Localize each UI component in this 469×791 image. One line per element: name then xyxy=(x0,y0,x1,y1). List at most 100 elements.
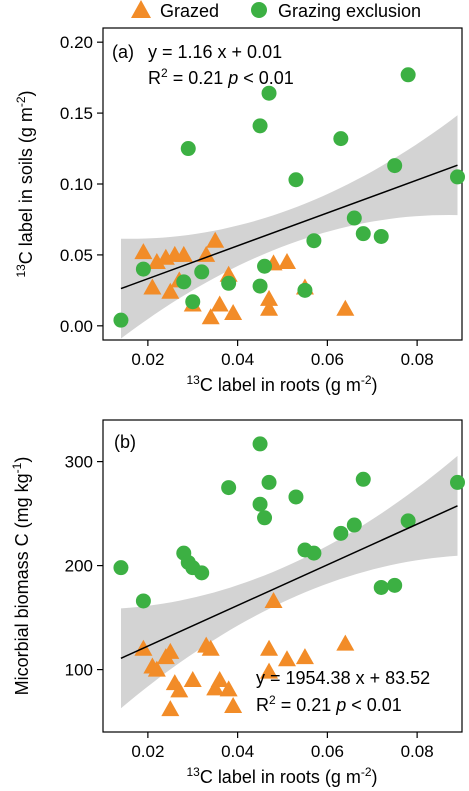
x-ticks-a: 0.02 0.04 0.06 0.08 xyxy=(131,340,434,369)
legend-grazed-label: Grazed xyxy=(160,1,219,21)
exclusion-point xyxy=(288,172,304,188)
y-tick-label: 0.05 xyxy=(60,246,93,265)
grazed-point xyxy=(210,671,229,687)
panel-label-b: (b) xyxy=(114,432,136,452)
x-axis-label-a: 13C label in roots (g m-2) xyxy=(186,373,377,395)
grazed-point xyxy=(161,700,180,717)
exclusion-point xyxy=(135,593,151,609)
grazed-point xyxy=(224,304,243,321)
exclusion-point xyxy=(135,261,151,277)
r2-a: R2 = 0.21 p < 0.01 xyxy=(148,66,294,88)
exclusion-point xyxy=(450,474,466,490)
y-tick-label: 0.00 xyxy=(60,317,93,336)
y-tick-label: 0.15 xyxy=(60,104,93,123)
exclusion-point xyxy=(288,489,304,505)
panel-a: 0.02 0.04 0.06 0.08 0.00 0.05 0.10 0.15 0.20 (a… xyxy=(14,27,466,395)
grazed-point xyxy=(219,680,238,697)
exclusion-point xyxy=(257,510,273,526)
grazed-point xyxy=(295,648,314,665)
exclusion-point xyxy=(257,258,273,274)
x-ticks-b: 0.02 0.04 0.06 0.08 xyxy=(131,732,434,761)
exclusion-point xyxy=(252,436,268,452)
points-a xyxy=(113,67,466,328)
exclusion-point xyxy=(450,169,466,185)
exclusion-point xyxy=(346,517,362,533)
exclusion-point xyxy=(306,233,322,249)
x-tick-label: 0.06 xyxy=(311,350,344,369)
exclusion-point xyxy=(297,282,313,298)
y-tick-label: 0.10 xyxy=(60,175,93,194)
y-axis-label-b: Micorbial biomass C (mg kg-1) xyxy=(10,457,32,696)
exclusion-point xyxy=(221,480,237,496)
y-tick-label: 0.20 xyxy=(60,33,93,52)
exclusion-point xyxy=(113,560,129,576)
x-tick-label: 0.02 xyxy=(131,742,164,761)
exclusion-point xyxy=(355,226,371,242)
plot-frame-b xyxy=(102,419,463,733)
x-tick-label: 0.04 xyxy=(221,742,254,761)
exclusion-point xyxy=(113,312,129,328)
legend: Grazed Grazing exclusion xyxy=(131,0,421,21)
exclusion-point xyxy=(355,471,371,487)
exclusion-point xyxy=(387,158,403,174)
grazed-point xyxy=(277,650,296,667)
y-axis-label-a: 13C label in soils (g m-2) xyxy=(14,90,36,277)
exclusion-point xyxy=(194,565,210,581)
grazed-point xyxy=(260,299,279,316)
exclusion-point xyxy=(261,85,277,101)
legend-exclusion-marker xyxy=(251,2,267,18)
panel-label-a: (a) xyxy=(112,42,134,62)
grazed-point xyxy=(277,253,296,269)
regression-line-b xyxy=(120,505,458,659)
x-tick-label: 0.02 xyxy=(131,350,164,369)
grazed-point xyxy=(147,660,166,677)
grazed-point xyxy=(170,681,189,698)
y-ticks-b: 100 200 300 xyxy=(65,453,103,680)
x-tick-label: 0.04 xyxy=(221,350,254,369)
exclusion-point xyxy=(333,131,349,147)
exclusion-point xyxy=(373,579,389,595)
exclusion-point xyxy=(373,228,389,244)
grazed-point xyxy=(260,289,279,306)
exclusion-point xyxy=(306,545,322,561)
panel-b: 0.02 0.04 0.06 0.08 100 200 300 (b) y = 1954.… xyxy=(10,419,466,787)
exclusion-point xyxy=(346,210,362,226)
exclusion-point xyxy=(400,67,416,83)
grazed-point xyxy=(161,642,180,659)
exclusion-point xyxy=(185,294,201,310)
exclusion-point xyxy=(261,474,277,490)
r2-b: R2 = 0.21 p < 0.01 xyxy=(256,693,402,715)
grazed-point xyxy=(206,679,225,696)
grazed-point xyxy=(336,299,355,316)
x-tick-label: 0.06 xyxy=(311,742,344,761)
x-tick-label: 0.08 xyxy=(401,742,434,761)
grazed-point xyxy=(224,697,243,713)
points-b xyxy=(113,436,466,717)
grazed-point xyxy=(201,308,220,325)
legend-grazed-marker xyxy=(131,0,151,18)
equation-b: y = 1954.38 x + 83.52 xyxy=(256,668,430,688)
y-ticks-a: 0.00 0.05 0.10 0.15 0.20 xyxy=(60,33,103,336)
y-tick-label: 300 xyxy=(65,453,93,472)
grazed-point xyxy=(197,245,216,262)
grazed-point xyxy=(134,243,153,260)
exclusion-point xyxy=(252,278,268,294)
x-axis-label-b: 13C label in roots (g m-2) xyxy=(186,765,377,787)
exclusion-point xyxy=(252,118,268,134)
grazed-point xyxy=(174,245,193,262)
grazed-point xyxy=(147,253,166,269)
grazed-point xyxy=(206,231,225,248)
exclusion-point xyxy=(180,141,196,157)
grazed-point xyxy=(161,282,180,299)
grazed-point xyxy=(143,278,162,295)
exclusion-point xyxy=(333,525,349,541)
grazed-point xyxy=(336,634,355,651)
exclusion-point xyxy=(194,264,210,280)
exclusion-point xyxy=(400,513,416,529)
regression-line-a xyxy=(120,164,458,290)
exclusion-point xyxy=(221,275,237,291)
grazed-point xyxy=(260,639,279,656)
y-tick-label: 100 xyxy=(65,661,93,680)
grazed-point xyxy=(264,591,283,608)
